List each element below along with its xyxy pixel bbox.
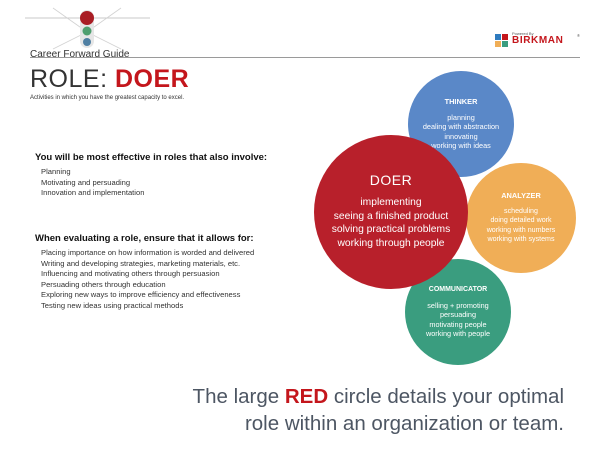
evaluating-heading: When evaluating a role, ensure that it a…	[35, 233, 254, 244]
communicator-line: persuading	[439, 310, 477, 320]
list-item: Motivating and persuading	[41, 177, 131, 187]
thinker-line: dealing with abstraction	[422, 122, 500, 132]
list-item: Testing new ideas using practical method…	[41, 300, 184, 310]
communicator-line: working with people	[425, 329, 491, 339]
guide-title: Career Forward Guide	[30, 49, 130, 60]
analyzer-title: ANALYZER	[501, 191, 541, 201]
tagline: The large RED circle details your optima…	[150, 383, 564, 437]
tagline-line-2: role within an organization or team.	[244, 412, 564, 435]
doer-line: working through people	[337, 237, 445, 249]
brand-powered: Powered By	[512, 31, 534, 36]
brand-mark: ®	[577, 33, 580, 38]
analyzer-line: doing detailed work	[490, 216, 552, 225]
thinker-line: innovating	[444, 131, 478, 141]
role-title: ROLE: DOER	[30, 66, 189, 92]
analyzer-line: working with systems	[487, 235, 555, 244]
analyzer-circle: ANALYZER scheduling doing detailed work …	[466, 163, 576, 273]
effective-heading: You will be most effective in roles that…	[35, 152, 268, 163]
birkman-mark-icon	[495, 34, 508, 47]
tagline-before: The large	[192, 385, 285, 408]
communicator-line: motivating people	[429, 319, 487, 329]
effective-list: Planning Motivating and persuading Innov…	[41, 167, 144, 199]
brand-name: BIRKMAN	[512, 35, 564, 46]
thinker-line: planning	[447, 112, 475, 122]
evaluating-list: Placing importance on how information is…	[41, 248, 254, 311]
list-item: Planning	[41, 167, 71, 176]
list-item: Influencing and motivating others throug…	[41, 269, 220, 278]
analyzer-line: scheduling	[504, 206, 538, 215]
thinker-line: working with ideas	[431, 141, 491, 151]
list-item: Writing and developing strategies, marke…	[41, 258, 241, 268]
role-prefix: ROLE:	[30, 65, 115, 93]
list-item: Exploring new ways to improve efficiency…	[41, 290, 241, 299]
tagline-line-1: The large RED circle details your optima…	[150, 383, 564, 410]
tagline-after: circle details your optimal	[328, 385, 564, 408]
role-name: DOER	[114, 65, 190, 93]
tagline-red: RED	[284, 385, 329, 408]
list-item: Innovation and implementation	[41, 188, 145, 197]
role-subtitle: Activities in which you have the greates…	[30, 95, 185, 101]
header-divider	[30, 57, 580, 58]
thinker-title: THINKER	[444, 97, 478, 107]
list-item: Persuading others through education	[41, 279, 166, 289]
logo-stoplight-icon	[25, 5, 150, 56]
doer-line: implementing	[360, 197, 422, 209]
doer-line: seeing a finished product	[333, 210, 449, 222]
doer-line: solving practical problems	[331, 224, 451, 236]
doer-circle: DOER implementing seeing a finished prod…	[314, 135, 468, 289]
analyzer-line: working with numbers	[486, 225, 556, 234]
communicator-title: COMMUNICATOR	[428, 286, 488, 294]
doer-title: DOER	[369, 171, 413, 188]
communicator-line: selling + promoting	[427, 300, 489, 310]
list-item: Placing importance on how information is…	[41, 248, 255, 257]
